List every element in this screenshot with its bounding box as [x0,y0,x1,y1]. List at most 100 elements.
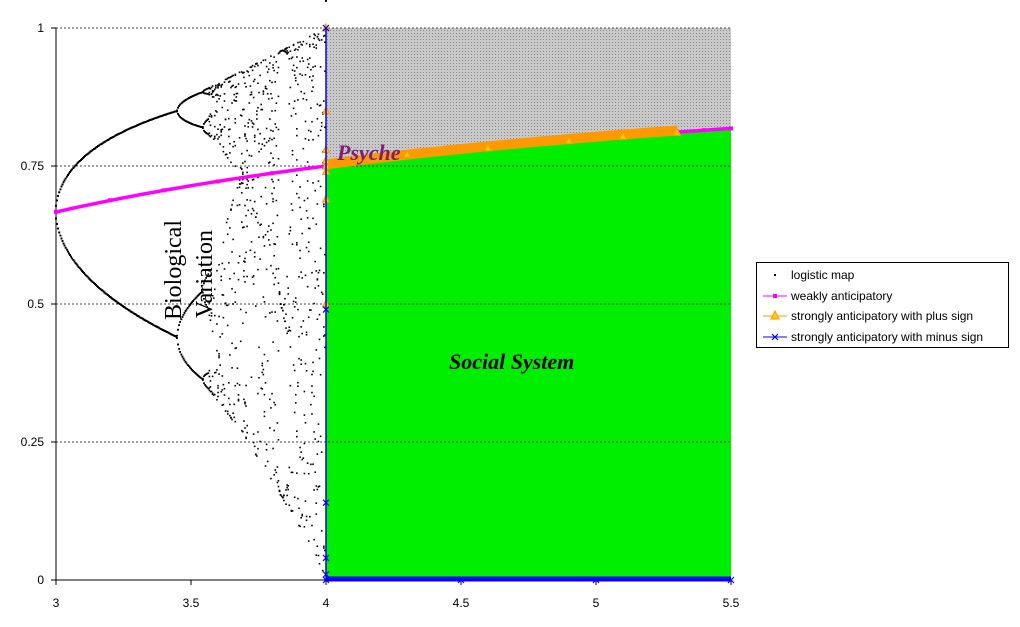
logistic-point [61,183,64,186]
logistic-point [208,301,211,304]
logistic-point [221,293,224,296]
logistic-point [324,34,326,37]
logistic-point [226,324,229,327]
logistic-point [210,312,213,314]
logistic-point [296,435,298,438]
logistic-point [233,416,235,419]
logistic-point [59,188,62,191]
logistic-point [149,119,151,121]
logistic-point [291,153,294,156]
logistic-point [111,297,113,300]
logistic-point [131,311,134,314]
logistic-point [216,323,218,325]
logistic-point [153,117,156,120]
logistic-point [288,233,291,235]
logistic-point [232,238,234,241]
logistic-point [147,120,149,122]
logistic-point [163,329,165,332]
logistic-point [324,334,326,336]
logistic-point [82,271,84,273]
logistic-point [280,49,283,52]
logistic-point [128,127,131,130]
logistic-point [320,291,323,294]
logistic-point [235,85,238,88]
plus-band [326,125,677,170]
logistic-point [261,362,264,365]
logistic-point [292,107,295,110]
logistic-point [287,488,289,491]
logistic-point [213,137,216,139]
logistic-point [285,489,287,491]
logistic-point [272,222,274,225]
logistic-point [207,308,210,310]
logistic-point [306,161,309,163]
logistic-point [113,299,116,301]
logistic-point [311,391,313,394]
logistic-point [189,96,191,99]
logistic-point [289,384,292,387]
logistic-point [208,269,211,272]
logistic-point [290,57,293,60]
logistic-point [245,251,247,254]
logistic-point [301,57,304,59]
logistic-point [303,472,306,475]
logistic-point [259,132,261,135]
logistic-point [262,236,265,239]
logistic-point [177,106,179,109]
logistic-point [224,302,227,305]
logistic-point [220,131,223,133]
logistic-point [234,86,237,89]
legend-marker [770,310,780,320]
logistic-point [203,123,205,125]
logistic-point [179,351,181,353]
logistic-point [155,325,158,328]
logistic-point [273,69,275,72]
logistic-point [315,223,318,225]
logistic-point [205,120,207,122]
logistic-point [111,136,113,139]
logistic-point [246,275,248,278]
logistic-point [293,49,296,51]
logistic-point [231,367,233,369]
logistic-point [181,355,184,358]
logistic-point [80,268,82,271]
logistic-point [202,127,204,129]
logistic-point [107,294,109,296]
logistic-point [318,269,321,272]
logistic-point [291,471,294,474]
logistic-point [232,84,234,87]
logistic-point [288,58,291,60]
logistic-point [297,41,299,44]
logistic-point [317,271,320,274]
logistic-point [135,125,137,127]
logistic-point [222,241,225,244]
logistic-point [231,342,233,345]
logistic-point [182,357,185,360]
logistic-point [290,203,293,205]
logistic-point [240,429,243,432]
logistic-point [245,187,247,190]
logistic-point [192,300,194,302]
logistic-point [195,296,198,299]
legend: logistic map weakly anticipatory strongly … [756,262,1009,348]
logistic-point [210,390,213,393]
logistic-point [152,323,154,326]
logistic-point [274,109,277,112]
logistic-point [258,91,260,94]
logistic-point [239,114,242,117]
logistic-point [190,96,192,98]
logistic-point [206,372,208,375]
logistic-point [323,205,325,208]
logistic-point [98,287,100,289]
logistic-point [181,101,184,104]
logistic-point [272,198,274,200]
logistic-point [238,255,241,258]
logistic-point [287,51,289,54]
logistic-point [307,540,310,542]
logistic-point [286,275,288,278]
weak-point [702,128,706,133]
logistic-point [202,379,204,381]
logistic-point [68,252,70,255]
logistic-point [246,178,248,181]
logistic-point [252,178,255,181]
